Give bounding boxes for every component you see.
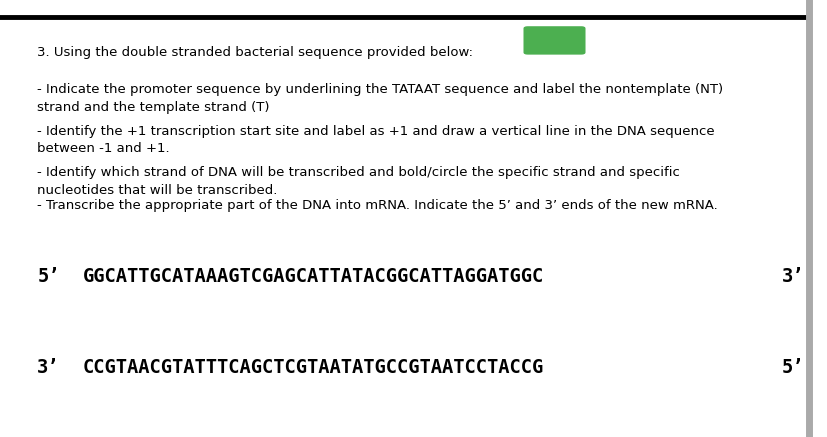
Text: - Transcribe the appropriate part of the DNA into mRNA. Indicate the 5’ and 3’ e: - Transcribe the appropriate part of the… [37, 199, 718, 212]
Text: - Identify the +1 transcription start site and label as +1 and draw a vertical l: - Identify the +1 transcription start si… [37, 125, 715, 155]
Text: - Indicate the promoter sequence by underlining the TATAAT sequence and label th: - Indicate the promoter sequence by unde… [37, 83, 724, 114]
Text: - Identify which strand of DNA will be transcribed and bold/circle the specific : - Identify which strand of DNA will be t… [37, 166, 680, 197]
Text: CCGTAACGTATTTCAGCTCGTAATATGCCGTAATCCTACCG: CCGTAACGTATTTCAGCTCGTAATATGCCGTAATCCTACC… [83, 358, 544, 377]
Text: 5’: 5’ [782, 358, 804, 377]
FancyBboxPatch shape [523, 26, 586, 55]
Text: 3’: 3’ [782, 267, 804, 285]
Text: GGCATTGCATAAAGTCGAGCATTATACGGCATTAGGATGGC: GGCATTGCATAAAGTCGAGCATTATACGGCATTAGGATGG… [83, 267, 544, 285]
Text: 3’: 3’ [37, 358, 60, 377]
Text: 5’: 5’ [37, 267, 60, 285]
Text: 3. Using the double stranded bacterial sequence provided below:: 3. Using the double stranded bacterial s… [37, 46, 473, 59]
